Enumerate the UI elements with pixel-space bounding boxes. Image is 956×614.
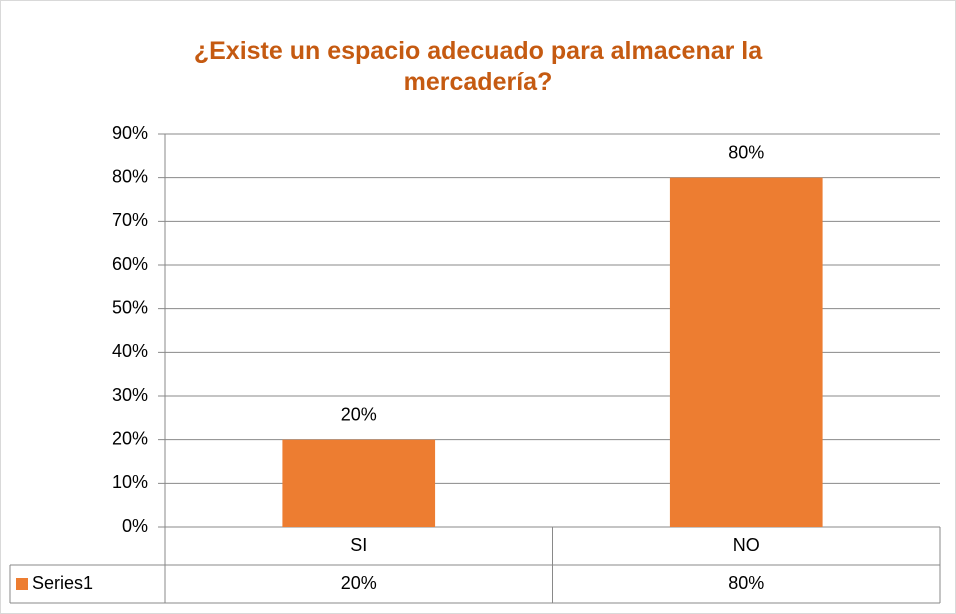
- table-value: 80%: [728, 573, 764, 593]
- x-tick-label: SI: [350, 535, 367, 555]
- chart-title: ¿Existe un espacio adecuado para almacen…: [193, 37, 763, 96]
- y-tick-label: 20%: [112, 428, 148, 448]
- bar: [282, 439, 436, 527]
- legend-label: Series1: [32, 573, 93, 593]
- data-label: 80%: [728, 142, 764, 162]
- y-tick-label: 80%: [112, 166, 148, 186]
- y-tick-label: 70%: [112, 210, 148, 230]
- y-tick-label: 50%: [112, 297, 148, 317]
- y-tick-label: 10%: [112, 472, 148, 492]
- bar: [669, 177, 823, 527]
- x-tick-label: NO: [733, 535, 760, 555]
- data-label: 20%: [341, 404, 377, 424]
- legend-key: [16, 578, 28, 590]
- y-tick-label: 60%: [112, 254, 148, 274]
- y-tick-label: 30%: [112, 385, 148, 405]
- y-tick-label: 40%: [112, 341, 148, 361]
- y-tick-label: 90%: [112, 123, 148, 143]
- table-value: 20%: [341, 573, 377, 593]
- y-tick-label: 0%: [122, 516, 148, 536]
